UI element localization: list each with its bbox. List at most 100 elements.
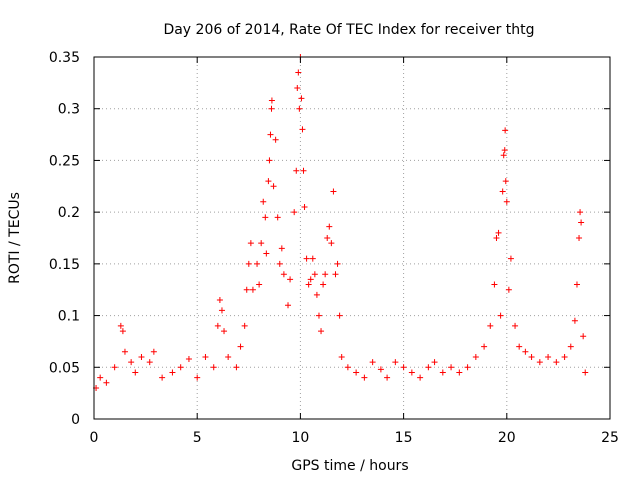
data-points [93,54,589,391]
data-point [287,276,294,283]
data-point [301,203,308,210]
data-point [384,374,391,381]
y-axis-title: ROTI / TECUs [7,192,23,284]
data-point [311,271,318,278]
data-point [296,105,303,112]
data-point [369,359,376,366]
data-point [265,178,272,185]
data-point [119,328,126,335]
data-point [305,281,312,288]
y-tick-label: 0.15 [49,257,80,273]
data-point [298,95,305,102]
data-point [221,328,228,335]
data-point [177,364,184,371]
plot-frame [93,56,611,420]
data-point [291,209,298,216]
data-point [324,235,331,241]
data-point [274,214,281,221]
data-point [361,374,368,381]
data-point [280,271,287,278]
data-point [507,255,514,262]
data-point [266,157,273,164]
data-point [334,260,341,267]
data-point [464,364,471,371]
data-point [528,353,535,360]
y-tick-label: 0.2 [58,205,80,221]
data-point [502,178,509,185]
data-point [262,214,269,221]
data-point [245,260,252,267]
data-point [121,348,128,355]
data-point [499,188,506,195]
data-point [241,322,248,329]
data-point [417,374,424,381]
data-point [272,136,279,143]
data-point [218,307,225,314]
data-point [320,281,327,288]
data-point [169,369,176,376]
x-axis-ticks: 0 5 10 15 20 25 [90,57,619,446]
data-point [117,322,124,329]
x-tick-label: 10 [291,430,309,446]
data-point [150,348,157,355]
data-point [268,97,275,104]
data-point [97,374,104,381]
data-point [344,364,351,371]
y-tick-label: 0 [71,412,80,428]
data-point [138,353,145,360]
data-point [578,219,585,226]
data-point [577,209,584,216]
data-point [377,366,384,373]
data-point [425,364,432,371]
data-point [210,364,217,371]
data-point [309,255,316,262]
data-point [456,369,463,376]
data-point [336,312,343,319]
data-point [497,312,504,319]
y-tick-label: 0.05 [49,360,80,376]
data-point [303,255,310,262]
x-tick-label: 20 [498,430,516,446]
data-point [111,364,118,371]
data-point [307,276,314,283]
data-point [330,188,337,195]
data-point [392,359,399,366]
data-point [353,369,360,376]
data-point [487,322,494,329]
data-point [293,167,300,174]
data-point [249,286,256,293]
data-point [247,240,254,247]
data-point [431,359,438,366]
data-point [582,369,589,376]
data-point [194,374,201,381]
data-point [243,286,250,293]
data-point [493,235,500,241]
y-tick-label: 0.3 [58,102,80,118]
data-point [503,198,510,205]
data-point [505,286,512,293]
data-point [254,260,261,267]
data-point [326,223,333,230]
data-point [516,343,523,350]
data-point [495,229,502,236]
data-point [132,369,139,376]
data-point [268,105,275,112]
data-point [313,291,320,298]
x-tick-label: 0 [90,430,99,446]
data-point [481,343,488,350]
data-point [408,369,415,376]
data-point [225,353,232,360]
data-point [256,281,263,288]
data-point [267,131,274,138]
data-point [159,374,166,381]
data-point [214,322,221,329]
grid-lines [94,57,610,419]
data-point [322,271,329,278]
data-point [522,348,529,355]
data-point [545,353,552,360]
data-point [128,359,135,366]
data-point [500,152,507,159]
data-point [332,271,339,278]
data-point [448,364,455,371]
data-point [263,250,270,257]
